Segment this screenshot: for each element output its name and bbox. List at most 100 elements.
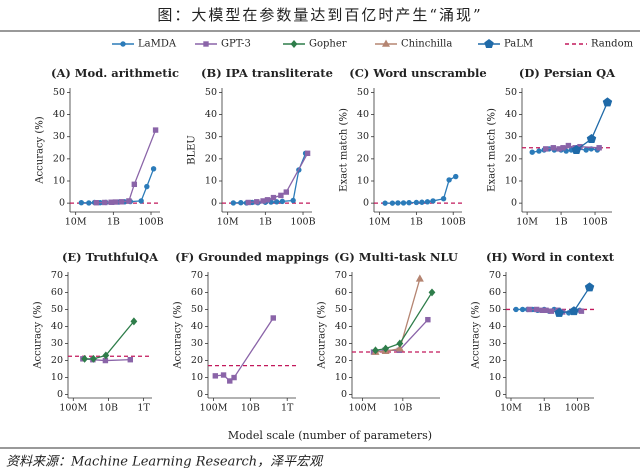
x-tick-label: 10M: [516, 217, 538, 228]
marker: [395, 200, 401, 206]
y-tick-label: 20: [205, 153, 217, 164]
marker: [425, 316, 431, 323]
x-tick-label: 10B: [393, 403, 412, 414]
marker: [415, 274, 424, 282]
marker: [372, 346, 379, 355]
legend-label: Gopher: [309, 39, 347, 50]
marker: [290, 40, 298, 48]
marker: [220, 372, 227, 378]
y-tick-label: 70: [191, 270, 203, 281]
marker: [382, 200, 388, 206]
y-tick-label: 0: [341, 389, 347, 400]
y-tick-label: 50: [51, 304, 63, 315]
marker: [526, 306, 532, 313]
x-tick-label: 100M: [349, 403, 377, 414]
y-tick-label: 20: [335, 355, 347, 366]
marker: [120, 41, 126, 47]
x-tick-label: 100M: [200, 403, 228, 414]
marker: [270, 315, 276, 321]
y-tick-label: 40: [335, 321, 347, 332]
marker: [565, 142, 572, 149]
series-line: [248, 153, 309, 204]
y-tick-label: 50: [357, 87, 369, 98]
y-axis-label: Accuracy (%): [33, 301, 44, 369]
marker: [144, 183, 150, 190]
y-axis-label: Exact match (%): [339, 108, 350, 192]
marker: [569, 306, 579, 316]
y-tick-label: 30: [505, 131, 517, 142]
y-axis-label: Accuracy (%): [317, 301, 328, 369]
marker: [118, 199, 125, 205]
series-line: [375, 278, 421, 353]
marker: [290, 197, 296, 204]
x-tick-label: 10B: [99, 403, 118, 414]
marker: [419, 199, 425, 205]
panel-title: (H) Word in context: [486, 250, 615, 264]
x-tick-label: 1B: [259, 217, 272, 228]
y-tick-label: 30: [357, 131, 369, 142]
marker: [245, 199, 252, 206]
marker: [554, 307, 564, 317]
panel-title: (E) TruthfulQA: [62, 250, 159, 264]
marker: [203, 41, 209, 47]
marker: [583, 147, 589, 153]
figure-title: 图：大模型在参数量达到百亿时产生“涌现”: [157, 6, 482, 24]
marker: [279, 198, 286, 205]
marker: [548, 308, 555, 314]
marker: [231, 374, 237, 381]
marker: [529, 149, 535, 155]
marker: [254, 199, 260, 205]
y-tick-label: 40: [53, 109, 65, 120]
marker: [381, 39, 391, 47]
marker: [131, 181, 138, 188]
y-tick-label: 50: [335, 304, 347, 315]
marker: [112, 199, 119, 205]
marker: [571, 145, 582, 155]
source: 资料来源：Machine Learning Research，泽平宏观: [6, 454, 324, 470]
x-tick-label: 1B: [538, 403, 551, 414]
y-tick-label: 60: [489, 287, 501, 298]
marker: [406, 200, 412, 206]
marker: [212, 373, 219, 379]
x-tick-label: 1T: [137, 403, 150, 414]
marker: [78, 200, 85, 206]
y-tick-label: 20: [191, 355, 203, 366]
y-tick-label: 50: [191, 304, 203, 315]
x-tick-label: 10M: [217, 217, 239, 228]
marker: [152, 127, 159, 133]
marker: [543, 307, 549, 314]
y-tick-label: 0: [57, 389, 63, 400]
marker: [108, 199, 114, 205]
marker: [578, 308, 585, 314]
y-tick-label: 0: [197, 389, 203, 400]
marker: [396, 339, 404, 348]
y-tick-label: 60: [51, 287, 63, 298]
y-tick-label: 10: [53, 176, 65, 187]
y-tick-label: 0: [59, 198, 65, 209]
marker: [227, 378, 233, 384]
x-tick-label: 100M: [59, 403, 87, 414]
x-tick-label: 10M: [500, 403, 522, 414]
panel-title: (A) Mod. arithmetic: [51, 66, 179, 80]
y-tick-label: 10: [505, 176, 517, 187]
y-tick-label: 40: [357, 109, 369, 120]
x-tick-label: 100B: [138, 217, 163, 228]
marker: [126, 198, 132, 204]
y-tick-label: 50: [205, 87, 217, 98]
marker: [86, 200, 92, 206]
x-tick-label: 10M: [369, 217, 391, 228]
series-line: [375, 292, 433, 351]
marker: [150, 166, 157, 172]
y-tick-label: 50: [489, 304, 501, 315]
x-tick-label: 1B: [410, 217, 423, 228]
marker: [102, 199, 108, 206]
y-tick-label: 40: [505, 109, 517, 120]
marker: [260, 198, 266, 204]
marker: [270, 194, 277, 201]
x-tick-label: 100B: [582, 217, 607, 228]
marker: [389, 200, 396, 206]
x-tick-label: 1B: [107, 217, 120, 228]
y-tick-label: 20: [53, 153, 65, 164]
marker: [513, 306, 519, 313]
